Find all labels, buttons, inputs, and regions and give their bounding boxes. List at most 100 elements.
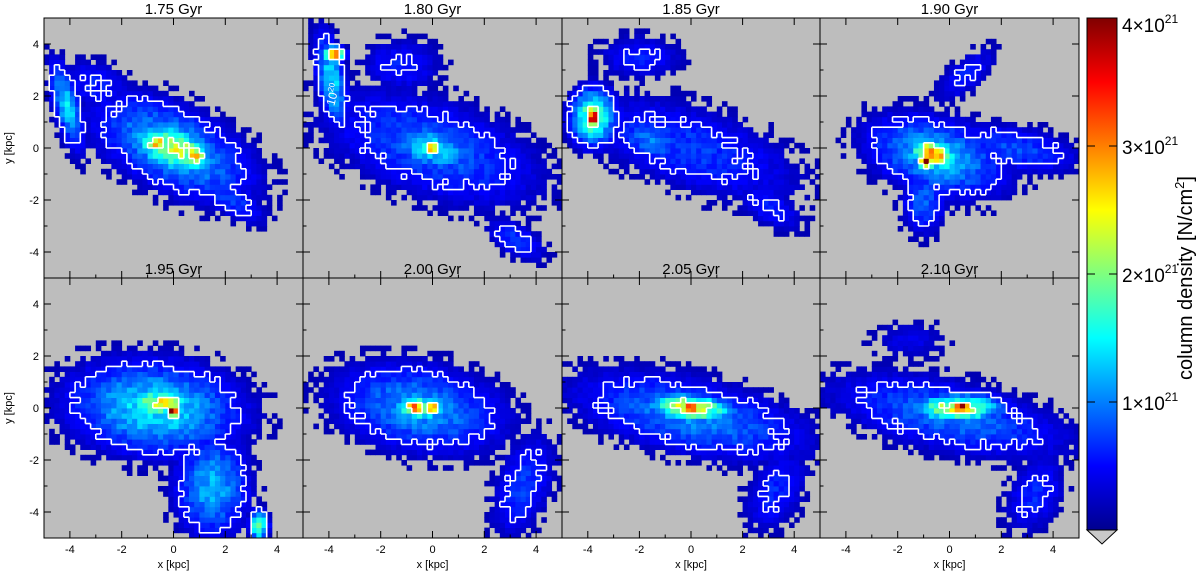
heatmap-cell — [618, 127, 625, 133]
heatmap-cell — [747, 153, 754, 159]
heatmap-cell — [448, 158, 454, 164]
heatmap-cell — [448, 194, 454, 201]
heatmap-cell — [54, 80, 60, 86]
heatmap-cell — [380, 106, 387, 112]
heatmap-cell — [675, 116, 682, 123]
heatmap-cell — [142, 179, 148, 185]
heatmap-cell — [949, 158, 956, 164]
heatmap-cell — [716, 106, 723, 112]
heatmap-cell — [209, 387, 216, 393]
heatmap-cell — [209, 454, 216, 461]
heatmap-cell — [266, 200, 273, 206]
heatmap-cell — [106, 90, 112, 97]
heatmap-cell — [64, 70, 71, 76]
heatmap-cell — [85, 439, 92, 445]
heatmap-cell — [458, 122, 464, 128]
heatmap-cell — [95, 116, 102, 123]
heatmap-cell — [996, 194, 1002, 201]
heatmap-cell — [918, 101, 924, 107]
heatmap-cell — [168, 116, 174, 123]
heatmap-cell — [137, 137, 143, 144]
heatmap-cell — [95, 111, 102, 118]
heatmap-cell — [106, 408, 112, 414]
heatmap-cell — [132, 111, 138, 118]
heatmap-cell — [126, 168, 133, 175]
heatmap-cell — [463, 137, 470, 144]
heatmap-cell — [225, 454, 231, 461]
heatmap-cell — [572, 127, 578, 133]
heatmap-cell — [432, 49, 439, 55]
heatmap-cell — [54, 106, 60, 112]
heatmap-cell — [649, 116, 656, 123]
heatmap-cell — [121, 153, 128, 159]
heatmap-cell — [613, 90, 620, 97]
heatmap-cell — [225, 402, 231, 409]
heatmap-cell — [168, 506, 174, 513]
heatmap-cell — [499, 137, 506, 144]
heatmap-cell — [100, 90, 107, 97]
heatmap-cell — [137, 101, 143, 107]
heatmap-cell — [225, 397, 231, 404]
heatmap-cell — [199, 174, 205, 180]
heatmap-cell — [256, 418, 262, 424]
heatmap-cell — [209, 382, 216, 388]
heatmap-cell — [391, 142, 397, 149]
heatmap-cell — [520, 194, 527, 201]
heatmap-cell — [168, 101, 174, 107]
heatmap-cell — [442, 127, 449, 133]
heatmap-cell — [675, 179, 682, 185]
heatmap-cell — [189, 382, 195, 388]
heatmap-cell — [132, 189, 138, 196]
heatmap-cell — [980, 122, 987, 128]
heatmap-cell — [562, 122, 568, 128]
heatmap-cell — [778, 210, 785, 216]
heatmap-cell — [732, 210, 738, 216]
heatmap-cell — [1027, 174, 1033, 180]
heatmap-cell — [411, 142, 418, 149]
heatmap-cell — [908, 111, 914, 118]
heatmap-cell — [121, 392, 128, 398]
heatmap-cell — [876, 148, 883, 154]
heatmap-cell — [90, 454, 97, 461]
heatmap-cell — [246, 418, 252, 424]
heatmap-cell — [183, 434, 190, 440]
heatmap-cell — [970, 64, 976, 71]
heatmap-cell — [121, 96, 128, 102]
heatmap-cell — [44, 413, 50, 419]
heatmap-cell — [959, 189, 966, 196]
heatmap-cell — [670, 64, 676, 71]
heatmap-cell — [923, 168, 930, 175]
heatmap-cell — [240, 174, 247, 180]
heatmap-cell — [634, 59, 640, 66]
heatmap-cell — [721, 116, 728, 123]
heatmap-cell — [608, 70, 614, 76]
heatmap-cell — [209, 163, 216, 170]
heatmap-cell — [323, 28, 330, 34]
heatmap-cell — [448, 106, 454, 112]
heatmap-cell — [121, 127, 128, 133]
heatmap-cell — [701, 148, 707, 154]
heatmap-cell — [214, 137, 221, 144]
heatmap-cell — [209, 423, 216, 430]
heatmap-cell — [142, 148, 148, 154]
heatmap-cell — [308, 111, 314, 118]
heatmap-cell — [789, 179, 795, 185]
heatmap-cell — [985, 142, 992, 149]
heatmap-cell — [928, 174, 935, 180]
heatmap-cell — [701, 111, 707, 118]
heatmap-cell — [147, 454, 154, 461]
heatmap-cell — [763, 215, 769, 222]
heatmap-cell — [220, 163, 226, 170]
heatmap-cell — [163, 142, 169, 149]
heatmap-cell — [618, 64, 625, 71]
heatmap-cell — [75, 116, 81, 123]
heatmap-cell — [918, 111, 924, 118]
heatmap-cell — [214, 382, 221, 388]
heatmap-cell — [391, 148, 397, 154]
heatmap-cell — [365, 148, 371, 154]
heatmap-cell — [189, 418, 195, 424]
heatmap-cell — [660, 142, 666, 149]
heatmap-cell — [670, 168, 676, 175]
heatmap-cell — [933, 148, 940, 154]
heatmap-cell — [1016, 163, 1023, 170]
